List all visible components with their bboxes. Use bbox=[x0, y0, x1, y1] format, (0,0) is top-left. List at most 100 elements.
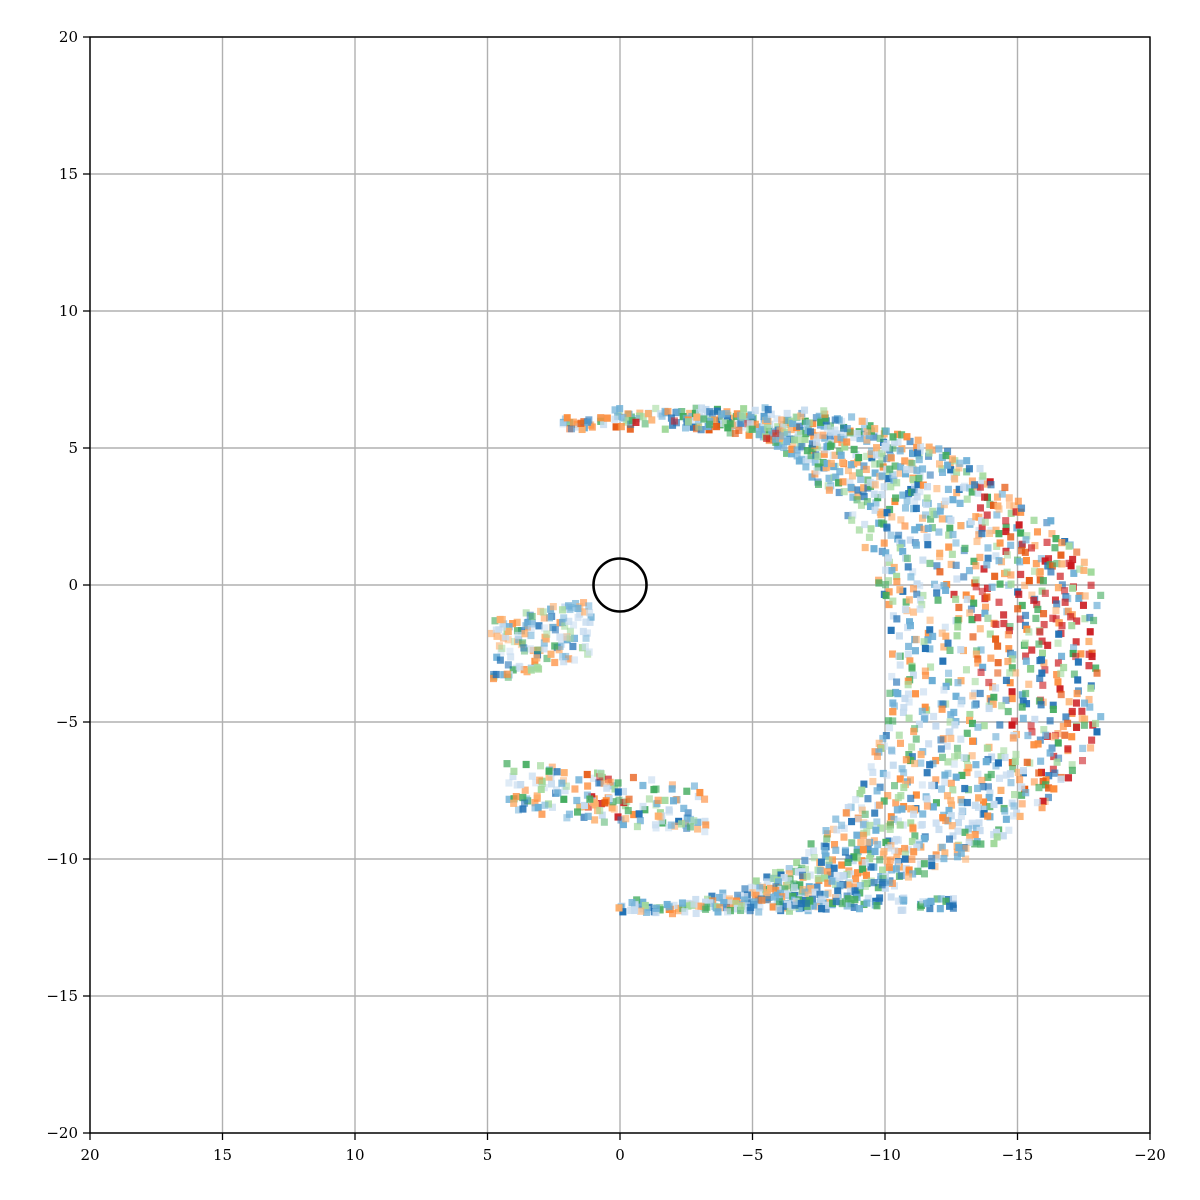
heatmap-cell bbox=[814, 480, 822, 488]
heatmap-cell bbox=[838, 438, 846, 447]
heatmap-cell bbox=[825, 486, 833, 494]
heatmap-cell bbox=[871, 748, 879, 756]
heatmap-cell bbox=[622, 815, 630, 823]
heatmap-cell bbox=[521, 786, 529, 794]
heatmap-cell bbox=[904, 690, 912, 698]
heatmap-cell bbox=[994, 659, 1002, 667]
heatmap-cell bbox=[888, 566, 896, 575]
heatmap-cell bbox=[882, 427, 890, 435]
heatmap-cell bbox=[1032, 614, 1040, 623]
heatmap-cell bbox=[993, 493, 1001, 501]
heatmap-cell bbox=[882, 838, 890, 847]
heatmap-cell bbox=[1078, 707, 1086, 715]
heatmap-cell bbox=[892, 865, 900, 873]
heatmap-cell bbox=[619, 820, 627, 829]
heatmap-cell bbox=[574, 423, 582, 431]
heatmap-cell bbox=[913, 493, 921, 501]
heatmap-cell bbox=[1026, 665, 1034, 673]
heatmap-cell bbox=[975, 819, 983, 827]
heatmap-cell bbox=[912, 635, 920, 644]
heatmap-cell bbox=[1017, 508, 1025, 516]
heatmap-cell bbox=[702, 821, 710, 829]
heatmap-cell bbox=[802, 463, 810, 471]
heatmap-cell bbox=[913, 843, 921, 851]
heatmap-cell bbox=[880, 483, 888, 491]
heatmap-cell bbox=[889, 650, 897, 658]
heatmap-cell bbox=[995, 557, 1003, 565]
heatmap-cell bbox=[887, 893, 895, 901]
heatmap-cell bbox=[960, 573, 968, 581]
heatmap-cell bbox=[507, 653, 515, 661]
heatmap-cell bbox=[1049, 705, 1057, 714]
heatmap-cell bbox=[960, 482, 968, 490]
heatmap-cell bbox=[803, 447, 811, 455]
y-tick-label: 20 bbox=[59, 28, 78, 46]
heatmap-cell bbox=[488, 629, 496, 638]
heatmap-cell bbox=[861, 520, 869, 529]
heatmap-cell bbox=[984, 783, 992, 791]
heatmap-cell bbox=[1056, 572, 1064, 580]
heatmap-cell bbox=[892, 799, 900, 807]
heatmap-cell bbox=[877, 510, 885, 519]
heatmap-cell bbox=[863, 498, 871, 506]
heatmap-cell bbox=[1012, 750, 1020, 759]
heatmap-cell bbox=[1088, 652, 1096, 661]
heatmap-cell bbox=[1073, 617, 1081, 625]
heatmap-cell bbox=[912, 791, 920, 799]
heatmap-cell bbox=[911, 806, 919, 814]
heatmap-cell bbox=[1025, 680, 1033, 688]
heatmap-cell bbox=[697, 902, 705, 911]
heatmap-cell bbox=[521, 799, 529, 807]
heatmap-cell bbox=[895, 652, 903, 660]
heatmap-cell bbox=[1039, 681, 1047, 689]
heatmap-cell bbox=[658, 817, 666, 825]
heatmap-cell bbox=[942, 586, 950, 594]
heatmap-cell bbox=[1051, 596, 1059, 604]
heatmap-cell bbox=[995, 530, 1003, 538]
heatmap-cell bbox=[878, 881, 886, 889]
heatmap-cell bbox=[856, 790, 864, 798]
heatmap-cell bbox=[971, 677, 979, 686]
heatmap-cell bbox=[639, 413, 647, 421]
heatmap-cell bbox=[986, 500, 994, 509]
heatmap-cell bbox=[864, 894, 872, 902]
heatmap-cell bbox=[1087, 684, 1095, 692]
heatmap-cell bbox=[632, 418, 640, 426]
heatmap-cell bbox=[614, 788, 622, 796]
heatmap-cell bbox=[943, 742, 951, 750]
heatmap-cell bbox=[635, 810, 643, 818]
heatmap-cell bbox=[896, 821, 904, 829]
heatmap-cell bbox=[994, 502, 1002, 510]
heatmap-cell bbox=[574, 613, 582, 622]
heatmap-cell bbox=[976, 504, 984, 512]
heatmap-cell bbox=[865, 533, 873, 541]
heatmap-cell bbox=[916, 582, 924, 590]
heatmap-cell bbox=[990, 693, 998, 702]
heatmap-cell bbox=[1086, 628, 1094, 636]
heatmap-cell bbox=[1061, 731, 1069, 739]
heatmap-cell bbox=[752, 891, 760, 899]
heatmap-cell bbox=[974, 489, 982, 497]
heatmap-cell bbox=[567, 604, 575, 612]
heatmap-cell bbox=[1039, 797, 1047, 805]
heatmap-cell bbox=[916, 596, 924, 604]
heatmap-cell bbox=[537, 785, 545, 793]
heatmap-cell bbox=[595, 779, 603, 787]
heatmap-cell bbox=[601, 799, 609, 807]
heatmap-cell bbox=[562, 652, 570, 661]
heatmap-cell bbox=[880, 847, 888, 856]
heatmap-cell bbox=[905, 642, 913, 651]
heatmap-cell bbox=[720, 898, 728, 907]
heatmap-cell bbox=[763, 891, 771, 899]
heatmap-cell bbox=[1033, 600, 1041, 609]
heatmap-cell bbox=[1079, 601, 1087, 609]
heatmap-cell bbox=[1030, 516, 1038, 524]
heatmap-cell bbox=[777, 432, 785, 440]
heatmap-cell bbox=[583, 770, 591, 779]
heatmap-cell bbox=[928, 781, 936, 790]
heatmap-cell bbox=[1022, 789, 1030, 797]
heatmap-cell bbox=[885, 844, 893, 852]
heatmap-cell bbox=[1054, 659, 1062, 667]
heatmap-cell bbox=[534, 646, 542, 654]
heatmap-cell bbox=[1003, 551, 1011, 559]
